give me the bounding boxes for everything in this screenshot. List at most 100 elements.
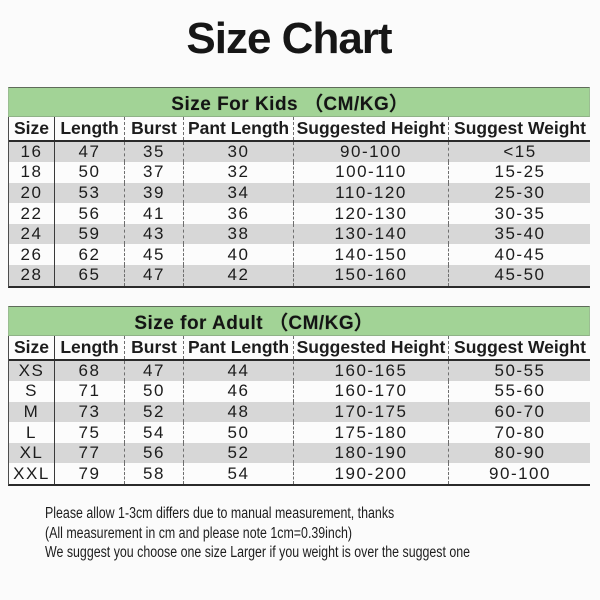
table-cell: 54 <box>183 463 293 485</box>
table-cell: 160-170 <box>293 381 448 402</box>
table-cell: 62 <box>54 244 124 266</box>
table-cell: 180-190 <box>293 442 448 464</box>
table-cell: 56 <box>124 442 183 464</box>
column-header: Suggest Weight <box>448 117 591 140</box>
table-cell: 70-80 <box>448 422 591 443</box>
table-cell: <15 <box>448 141 591 163</box>
table-cell: 77 <box>54 442 124 464</box>
table-cell: 40-45 <box>448 244 591 266</box>
table-row: 22 56 41 36 120-130 30-35 <box>9 203 590 224</box>
kids-section-header: Size For Kids （CM/KG） <box>8 87 590 117</box>
adult-table-grid: Size Length Burst Pant Length Suggested Heig… <box>8 336 591 487</box>
table-cell: 45 <box>124 244 183 266</box>
table-cell: 38 <box>183 223 293 245</box>
column-header: Size <box>13 336 50 357</box>
table-cell: 37 <box>124 162 183 183</box>
table-cell: 50 <box>54 162 124 183</box>
table-cell: 30-35 <box>448 203 591 224</box>
table-cell: 130-140 <box>293 223 448 245</box>
table-cell: 56 <box>54 203 124 224</box>
kids-size-table: Size For Kids （CM/KG） Size Length Burst Pan… <box>8 87 590 288</box>
column-header: Burst <box>124 336 183 359</box>
table-row: 26 62 45 40 140-150 40-45 <box>9 244 591 266</box>
table-cell: 50 <box>183 422 293 443</box>
table-cell: 20 <box>20 182 43 202</box>
table-cell: 47 <box>54 141 124 163</box>
table-cell: 160-165 <box>293 360 448 382</box>
table-cell: 39 <box>124 182 183 204</box>
table-cell: 41 <box>124 203 183 224</box>
adult-section-title: Size for Adult （CM/KG） <box>134 312 374 334</box>
table-cell: 47 <box>124 360 183 382</box>
column-header: Size <box>13 117 50 138</box>
table-cell: 18 <box>20 162 43 182</box>
table-cell: 35-40 <box>448 223 591 245</box>
footer-notes: Please allow 1-3cm differs due to manual… <box>45 504 493 563</box>
table-cell: 110-120 <box>293 182 448 204</box>
column-header: Length <box>54 117 124 140</box>
table-cell: 71 <box>54 381 124 402</box>
table-cell: XL <box>19 443 44 463</box>
table-cell: 43 <box>124 223 183 245</box>
table-cell: 46 <box>183 381 293 402</box>
table-row: 20 53 39 34 110-120 25-30 <box>9 182 591 204</box>
table-row: XXL 79 58 54 190-200 90-100 <box>9 463 591 485</box>
table-cell: M <box>23 401 40 421</box>
table-cell: 60-70 <box>448 401 591 423</box>
table-cell: 80-90 <box>448 442 591 464</box>
page-title: Size Chart <box>186 14 392 63</box>
table-cell: XS <box>18 360 45 380</box>
table-row: S 71 50 46 160-170 55-60 <box>9 381 590 402</box>
column-header: Pant Length <box>183 117 293 140</box>
footer-note-line: We suggest you choose one size Larger if… <box>45 544 471 562</box>
table-row: L 75 54 50 175-180 70-80 <box>9 422 590 443</box>
table-row: 16 47 35 30 90-100 <15 <box>9 141 591 163</box>
table-cell: 54 <box>124 422 183 443</box>
column-header: Suggested Height <box>293 336 448 359</box>
table-cell: 59 <box>54 223 124 245</box>
table-cell: 190-200 <box>293 463 448 485</box>
table-cell: 140-150 <box>293 244 448 266</box>
table-cell: 42 <box>183 265 293 286</box>
table-cell: 24 <box>20 224 43 244</box>
table-cell: L <box>26 422 37 442</box>
table-row: 28 65 47 42 150-160 45-50 <box>9 265 590 286</box>
kids-table-grid: Size Length Burst Pant Length Suggested Heig… <box>8 117 590 288</box>
column-header: Burst <box>124 117 183 140</box>
table-cell: 73 <box>54 401 124 423</box>
table-cell: 45-50 <box>448 265 591 286</box>
column-header: Length <box>54 336 124 359</box>
table-cell: 58 <box>124 463 183 485</box>
kids-section-title: Size For Kids （CM/KG） <box>171 93 409 115</box>
table-cell: 79 <box>54 463 124 485</box>
table-cell: 44 <box>183 360 293 382</box>
table-cell: 35 <box>124 141 183 163</box>
table-cell: 25-30 <box>448 182 591 204</box>
table-row: XL 77 56 52 180-190 80-90 <box>9 442 591 464</box>
table-cell: 90-100 <box>293 141 448 163</box>
column-header: Pant Length <box>183 336 293 359</box>
table-header-row: Size Length Burst Pant Length Suggested Heig… <box>9 336 590 361</box>
table-cell: 120-130 <box>293 203 448 224</box>
footer-note-line: Please allow 1-3cm differs due to manual… <box>45 505 395 522</box>
table-cell: 52 <box>183 442 293 464</box>
table-cell: S <box>25 381 38 401</box>
table-cell: 150-160 <box>293 265 448 286</box>
adult-section-header: Size for Adult （CM/KG） <box>8 306 590 336</box>
table-cell: 90-100 <box>448 463 591 485</box>
table-cell: 32 <box>183 162 293 183</box>
table-cell: 65 <box>54 265 124 286</box>
table-cell: 34 <box>183 182 293 204</box>
table-cell: 68 <box>54 360 124 382</box>
table-cell: 50-55 <box>448 360 591 382</box>
table-cell: 30 <box>183 141 293 163</box>
column-header: Suggest Weight <box>448 336 591 359</box>
table-cell: 47 <box>124 265 183 286</box>
table-cell: 28 <box>20 265 43 285</box>
table-row: XS 68 47 44 160-165 50-55 <box>9 360 591 382</box>
table-header-row: Size Length Burst Pant Length Suggested Heig… <box>9 117 590 142</box>
table-cell: 16 <box>20 141 43 161</box>
table-cell: 53 <box>54 182 124 204</box>
table-cell: 22 <box>20 203 43 223</box>
table-cell: 50 <box>124 381 183 402</box>
